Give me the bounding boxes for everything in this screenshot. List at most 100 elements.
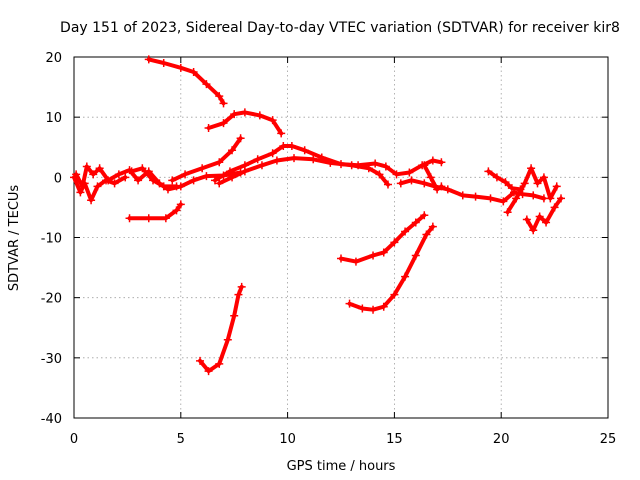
data-point-marker (102, 176, 111, 185)
y-tick-label: 0 (54, 171, 62, 186)
data-point-marker (529, 191, 538, 200)
data-point-marker (268, 149, 277, 158)
data-point-marker (383, 180, 392, 189)
data-point-marker (215, 179, 224, 188)
data-point-marker (95, 164, 104, 173)
x-tick-label: 20 (493, 432, 510, 447)
data-point-marker (379, 302, 388, 311)
series-arc-15 (337, 211, 429, 266)
y-tick-label: -20 (41, 292, 62, 307)
data-point-marker (529, 226, 538, 235)
data-point-marker (70, 173, 78, 182)
data-point-marker (550, 203, 559, 212)
data-point-marker (172, 182, 181, 191)
data-point-marker (230, 110, 239, 119)
data-point-marker (401, 272, 410, 281)
data-point-marker (176, 63, 185, 72)
series-arc-17 (196, 282, 246, 376)
grid-lines (74, 57, 608, 418)
data-point-marker (539, 173, 548, 182)
data-point-marker (390, 238, 399, 247)
data-point-marker (144, 55, 153, 64)
y-tick-label: 20 (45, 51, 62, 66)
y-tick-label: -10 (41, 232, 62, 247)
series-arc-4 (70, 173, 130, 205)
data-point-marker (144, 214, 153, 223)
data-point-marker (80, 179, 89, 188)
data-point-marker (230, 311, 239, 320)
data-point-marker (501, 178, 510, 187)
data-point-marker (426, 173, 435, 182)
data-point-marker (552, 182, 561, 191)
data-point-marker (219, 119, 228, 128)
data-point-marker (202, 80, 211, 89)
data-point-marker (287, 142, 296, 151)
series-line (127, 202, 183, 221)
data-point-marker (236, 134, 245, 143)
data-point-marker (522, 215, 531, 224)
data-point-marker (401, 227, 410, 236)
x-axis-label: GPS time / hours (287, 459, 396, 474)
data-point-marker (159, 59, 168, 68)
data-point-marker (172, 206, 181, 215)
data-point-marker (127, 167, 136, 176)
data-point-marker (76, 188, 85, 197)
series-line (198, 284, 244, 374)
series-line (213, 144, 444, 183)
data-point-marker (82, 162, 91, 171)
data-point-marker (405, 168, 414, 177)
data-point-marker (486, 194, 495, 203)
data-point-marker (253, 155, 262, 164)
data-point-marker (535, 212, 544, 221)
series-arc-5 (127, 164, 181, 191)
data-point-marker (557, 194, 566, 203)
data-point-marker (93, 182, 102, 191)
data-point-marker (396, 179, 405, 188)
series-group (70, 55, 566, 376)
data-point-marker (542, 218, 551, 227)
series-line (486, 169, 523, 192)
data-point-marker (492, 173, 501, 182)
data-point-marker (204, 367, 213, 376)
data-point-marker (215, 92, 224, 101)
data-point-marker (219, 99, 228, 108)
axis-ticks: 0 5 10 15 20 25 -40 -30 -20 -10 0 10 20 (41, 51, 617, 447)
series-arc-9 (215, 154, 392, 189)
y-tick-label: -30 (41, 352, 62, 367)
series-arc-2 (204, 108, 286, 138)
data-point-marker (138, 164, 147, 173)
data-point-marker (210, 176, 219, 185)
data-point-marker (290, 154, 299, 163)
data-point-marker (499, 197, 508, 206)
series-arc-11 (420, 161, 446, 194)
series-line (422, 163, 444, 192)
series-arc-16 (345, 222, 437, 314)
data-point-marker (234, 290, 243, 299)
data-point-marker (240, 108, 249, 117)
series-arc-1 (144, 55, 228, 108)
series-arc-13 (503, 164, 561, 217)
y-axis-label: SDTVAR / TECUs (7, 185, 22, 292)
series-line (347, 224, 435, 312)
data-point-marker (411, 251, 420, 260)
data-point-marker (369, 251, 378, 260)
data-point-marker (371, 159, 380, 168)
data-point-marker (110, 179, 119, 188)
data-point-marker (358, 304, 367, 313)
data-point-marker (279, 142, 288, 151)
data-point-marker (527, 164, 536, 173)
data-point-marker (520, 179, 529, 188)
data-point-marker (300, 146, 309, 155)
series-line (217, 156, 390, 187)
data-point-marker (390, 290, 399, 299)
data-point-marker (134, 176, 143, 185)
data-point-marker (225, 167, 234, 176)
data-point-marker (176, 200, 185, 209)
series-line (524, 196, 563, 233)
data-point-marker (337, 254, 345, 263)
data-point-marker (546, 194, 555, 203)
data-point-marker (237, 282, 246, 291)
data-point-marker (202, 172, 211, 181)
x-tick-label: 0 (70, 432, 78, 447)
data-point-marker (351, 257, 360, 266)
